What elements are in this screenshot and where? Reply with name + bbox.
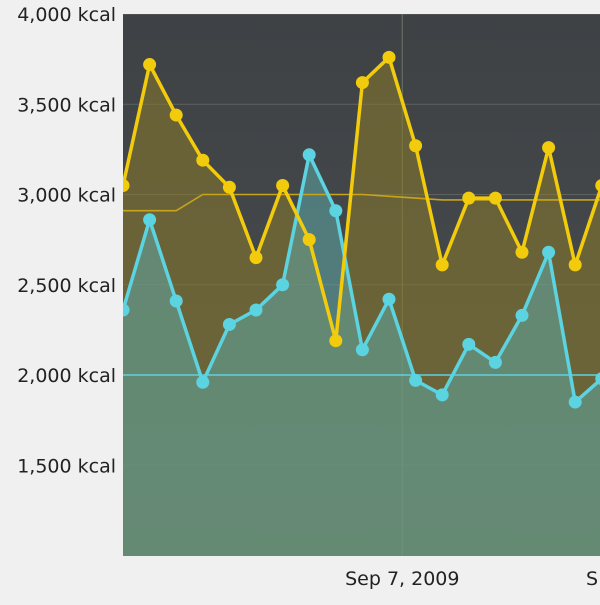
yellow-series-point-6 xyxy=(276,179,289,192)
yellow-series-point-1 xyxy=(143,58,156,71)
y-tick-label-4: 2,000 kcal xyxy=(17,365,116,387)
yellow-series-point-11 xyxy=(409,139,422,152)
cyan-series-point-5 xyxy=(250,304,263,317)
yellow-series-point-3 xyxy=(196,154,209,167)
y-tick-label-1: 3,500 kcal xyxy=(17,94,116,116)
cyan-series-point-3 xyxy=(196,376,209,389)
yellow-series-point-2 xyxy=(170,109,183,122)
cyan-series-point-4 xyxy=(223,318,236,331)
cyan-series-point-0 xyxy=(117,304,130,317)
cyan-series-point-9 xyxy=(356,343,369,356)
cyan-series-point-10 xyxy=(383,293,396,306)
y-tick-label-3: 2,500 kcal xyxy=(17,275,116,297)
cyan-series-point-8 xyxy=(329,204,342,217)
cyan-series-point-6 xyxy=(276,278,289,291)
x-tick-label-0: Sep 7, 2009 xyxy=(345,568,459,590)
cyan-series-point-13 xyxy=(462,338,475,351)
cyan-series-point-17 xyxy=(569,396,582,409)
yellow-series-point-0 xyxy=(117,179,130,192)
cyan-series-point-7 xyxy=(303,148,316,161)
x-tick-label-1: S xyxy=(586,568,598,590)
yellow-series-point-5 xyxy=(250,251,263,264)
yellow-series-point-10 xyxy=(383,51,396,64)
yellow-series-point-12 xyxy=(436,258,449,271)
y-tick-label-0: 4,000 kcal xyxy=(17,4,116,26)
cyan-series-point-1 xyxy=(143,213,156,226)
cyan-series-point-15 xyxy=(516,309,529,322)
cyan-series-point-14 xyxy=(489,356,502,369)
yellow-series-point-8 xyxy=(329,334,342,347)
yellow-series-point-15 xyxy=(516,246,529,259)
y-tick-label-5: 1,500 kcal xyxy=(17,455,116,477)
yellow-series-point-16 xyxy=(542,141,555,154)
yellow-series-point-9 xyxy=(356,76,369,89)
yellow-series-point-14 xyxy=(489,192,502,205)
yellow-series-point-17 xyxy=(569,258,582,271)
y-tick-label-2: 3,000 kcal xyxy=(17,185,116,207)
yellow-series-point-13 xyxy=(462,192,475,205)
cyan-series-point-11 xyxy=(409,374,422,387)
cyan-series-point-12 xyxy=(436,388,449,401)
cyan-series-point-2 xyxy=(170,294,183,307)
yellow-series-point-4 xyxy=(223,181,236,194)
cyan-series-point-16 xyxy=(542,246,555,259)
yellow-series-point-7 xyxy=(303,233,316,246)
